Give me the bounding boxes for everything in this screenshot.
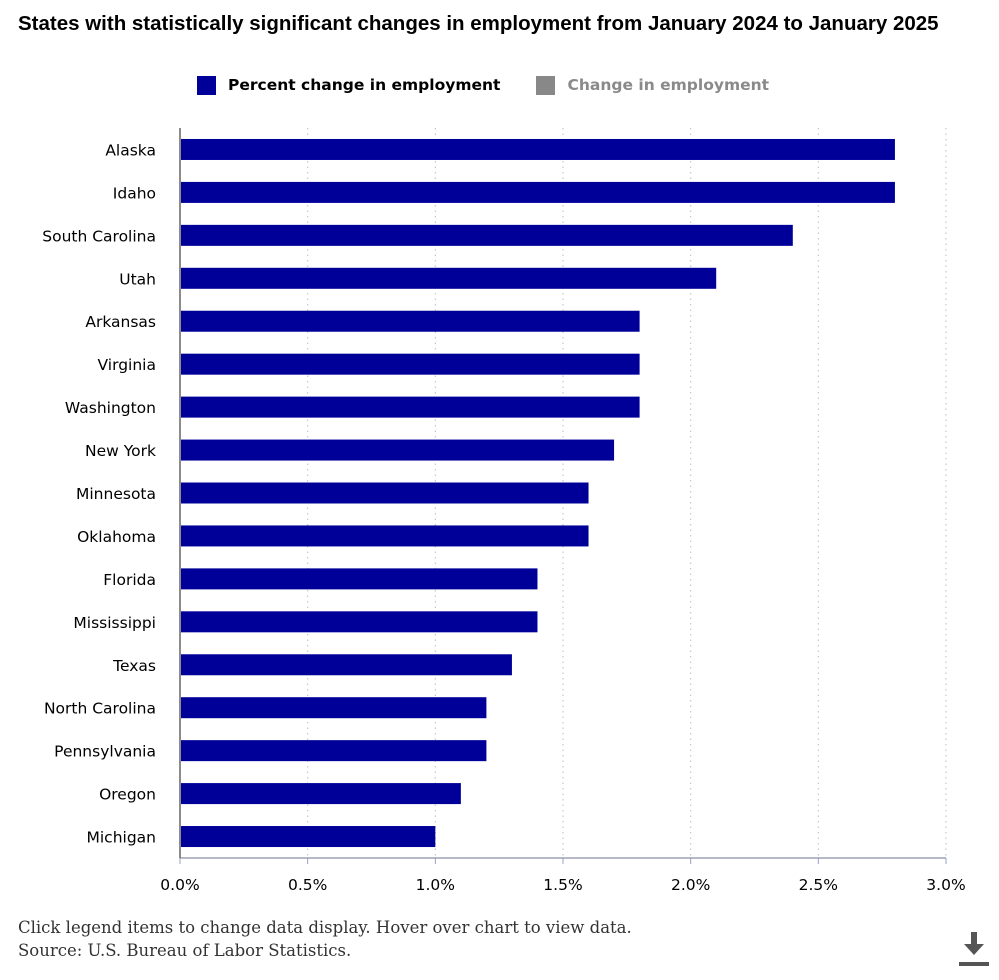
legend-swatch-change: [536, 75, 556, 95]
category-label: Minnesota: [76, 485, 156, 503]
legend-swatch-percent-change: [197, 75, 216, 95]
source-text: Source: U.S. Bureau of Labor Statistics.: [18, 941, 352, 960]
bar[interactable]: [181, 224, 793, 246]
category-label: Florida: [103, 571, 156, 589]
bar[interactable]: [181, 568, 538, 590]
category-label: Virginia: [98, 356, 156, 374]
category-label: Washington: [65, 399, 156, 417]
bar[interactable]: [181, 267, 717, 289]
category-label: Texas: [112, 657, 156, 675]
category-label: Alaska: [105, 141, 156, 159]
bar[interactable]: [181, 826, 436, 848]
instruction-text: Click legend items to change data displa…: [18, 918, 632, 937]
bar-chart[interactable]: 0.0% 0.5% 1.0% 1.5% 2.0% 2.5% 3.0% Alaska Idaho S…: [0, 0, 999, 905]
x-tick-label: 1.0%: [416, 876, 455, 894]
category-label: Pennsylvania: [54, 743, 156, 761]
bar[interactable]: [181, 697, 487, 719]
x-tick-label: 0.5%: [288, 876, 327, 894]
x-tick-label: 1.5%: [543, 876, 582, 894]
category-label: Oklahoma: [77, 528, 156, 546]
bar[interactable]: [181, 654, 512, 676]
bar[interactable]: [181, 611, 538, 633]
bar[interactable]: [181, 310, 640, 332]
bar[interactable]: [181, 783, 461, 805]
legend-item-change[interactable]: Change in employment: [536, 75, 770, 95]
category-label: Arkansas: [85, 313, 156, 331]
bar[interactable]: [181, 482, 589, 504]
legend-label-change: Change in employment: [567, 76, 770, 94]
bar[interactable]: [181, 740, 487, 762]
legend-item-percent-change[interactable]: Percent change in employment: [197, 75, 501, 95]
category-label: Mississippi: [73, 614, 156, 632]
bar[interactable]: [181, 439, 615, 461]
category-label: New York: [85, 442, 156, 460]
bar[interactable]: [181, 525, 589, 547]
x-tick-label: 3.0%: [926, 876, 965, 894]
category-label: Michigan: [87, 829, 157, 847]
bar[interactable]: [181, 353, 640, 375]
category-label: South Carolina: [42, 227, 156, 245]
bar[interactable]: [181, 181, 895, 203]
category-label: North Carolina: [44, 700, 156, 718]
category-label: Idaho: [113, 184, 156, 202]
chart-title: States with statistically significant ch…: [18, 12, 939, 35]
bar[interactable]: [181, 138, 895, 160]
x-tick-label: 2.0%: [671, 876, 710, 894]
legend-label-percent-change: Percent change in employment: [228, 76, 501, 94]
download-button[interactable]: [955, 928, 993, 968]
x-tick-label: 0.0%: [160, 876, 199, 894]
chart-footer: Click legend items to change data displa…: [18, 916, 632, 962]
legend: Percent change in employment Change in e…: [197, 74, 805, 96]
download-icon: [959, 932, 989, 966]
category-label: Oregon: [99, 786, 156, 804]
category-label: Utah: [119, 270, 156, 288]
x-tick-label: 2.5%: [799, 876, 838, 894]
bar[interactable]: [181, 396, 640, 418]
